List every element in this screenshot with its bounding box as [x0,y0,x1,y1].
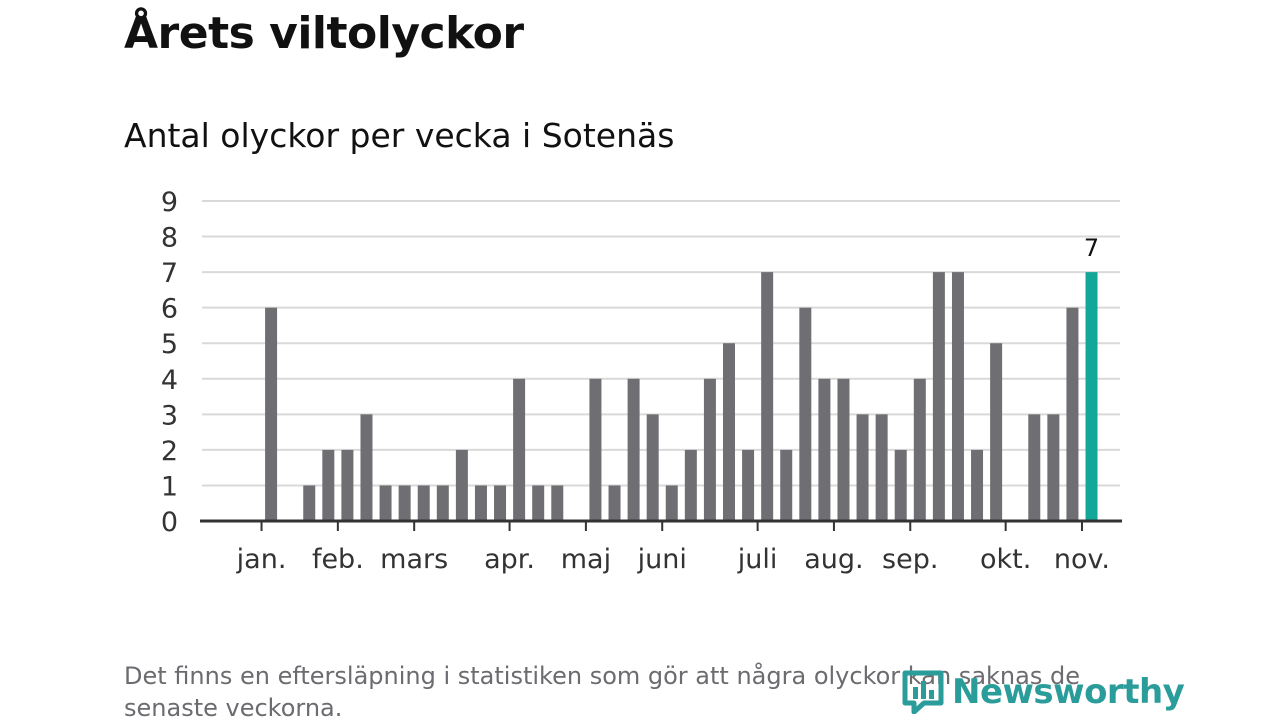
x-tick-label: nov. [1054,544,1110,575]
x-tick-label: apr. [484,544,535,575]
highlight-data-label: 7 [1084,234,1099,262]
bar [799,307,812,521]
x-tick-label: aug. [804,544,863,575]
x-tick-label: juli [737,544,778,575]
bar [971,449,984,521]
chart-subtitle: Antal olyckor per vecka i Sotenäs [124,116,675,155]
bar [703,378,716,521]
y-tick-label: 4 [161,365,178,396]
chart-title: Årets viltolyckor [124,8,524,59]
y-tick-label: 6 [161,294,178,325]
brand-name: Newsworthy [952,672,1185,712]
bar [608,485,621,521]
bar-highlight [1085,272,1098,521]
bar [684,449,697,521]
bar [665,485,678,521]
data-labels: 7 [1084,234,1099,262]
y-tick-label: 8 [161,223,178,254]
newsworthy-chart-icon [902,670,944,714]
bar [627,378,640,521]
bar [894,449,907,521]
grid-lines [202,200,1120,487]
bar [455,449,468,521]
y-tick-label: 3 [161,400,178,431]
bar [932,272,945,521]
bar [589,378,602,521]
bar [303,485,316,521]
bars [265,272,1098,521]
bar [513,378,526,521]
bar [780,449,793,521]
bar [646,414,659,521]
x-tick-label: juni [637,544,687,575]
bar [494,485,507,521]
bar [379,485,392,521]
newsworthy-logo: Newsworthy [902,670,1185,714]
bar [341,449,354,521]
x-tick-label: jan. [236,544,287,575]
footnote: Det finns en eftersläpning i statistiken… [124,662,1080,722]
bar [723,343,735,521]
bar [875,414,888,521]
bar [265,307,278,521]
y-tick-label: 5 [161,329,178,360]
y-axis-ticks: 0 1 2 3 4 5 6 7 8 9 [161,187,178,538]
bar-chart: 0 1 2 3 4 5 6 7 8 9 jan. feb. mars apr. maj juni juli au… [161,187,1122,575]
x-axis-ticks: jan. feb. mars apr. maj juni juli aug. sep. okt. n… [236,521,1110,575]
y-tick-label: 1 [161,471,178,502]
bar [837,378,850,521]
bar [1066,307,1079,521]
bar [398,485,411,521]
bar [417,485,430,521]
bar [818,378,831,521]
y-tick-label: 2 [161,436,178,467]
bar [1028,414,1041,521]
x-tick-label: maj [561,544,611,575]
y-tick-label: 0 [161,507,178,538]
x-tick-label: mars [380,544,448,575]
x-tick-label: okt. [980,544,1031,575]
bar [436,485,449,521]
bar [990,343,1003,521]
x-tick-label: sep. [882,544,938,575]
bar [532,485,545,521]
y-tick-label: 9 [161,187,178,218]
bar [913,378,926,521]
bar [742,449,755,521]
bar [761,272,774,521]
x-tick-label: feb. [312,544,364,575]
bar [474,485,487,521]
y-tick-label: 7 [161,258,178,289]
bar [360,414,373,521]
bar [951,272,964,521]
bar [551,485,564,521]
bar [1047,414,1060,521]
bar [322,449,335,521]
bar [856,414,869,521]
